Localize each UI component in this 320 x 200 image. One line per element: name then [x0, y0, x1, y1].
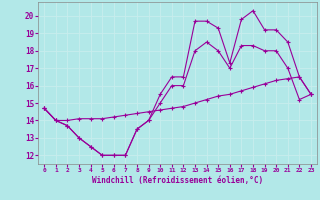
X-axis label: Windchill (Refroidissement éolien,°C): Windchill (Refroidissement éolien,°C)	[92, 176, 263, 185]
